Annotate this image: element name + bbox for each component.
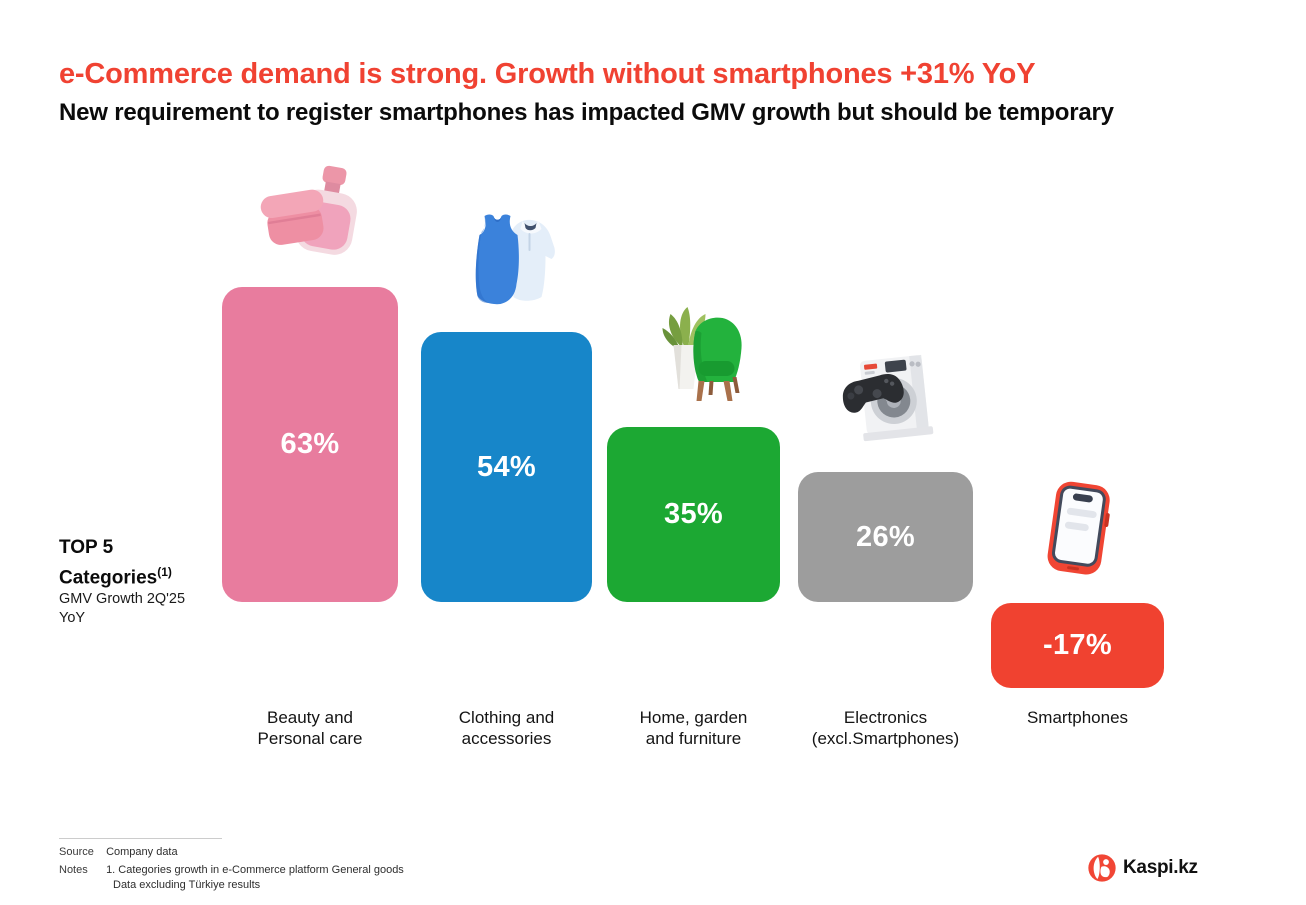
footer-divider xyxy=(59,838,222,839)
axis-subtitle-line1: GMV Growth 2Q'25 xyxy=(59,591,186,608)
bar-value-label: 35% xyxy=(664,498,723,530)
bar-home: 35% xyxy=(607,427,780,602)
bar-column-clothing: 54% Clothing and accessories xyxy=(421,0,592,905)
clothing-icon xyxy=(454,208,559,308)
bar-clothing: 54% xyxy=(421,332,592,602)
kaspi-logo: Kaspi.kz xyxy=(1088,854,1198,882)
bar-column-beauty: 63% Beauty and Personal care xyxy=(222,0,398,905)
bar-smartphones: -17% xyxy=(991,603,1164,688)
bar-electronics: 26% xyxy=(798,472,973,602)
smartphone-icon xyxy=(1025,479,1130,579)
electronics-icon xyxy=(833,348,938,448)
category-label-clothing: Clothing and accessories xyxy=(458,708,555,748)
source-row: Source Company data xyxy=(59,846,178,858)
category-label-smartphones: Smartphones xyxy=(1026,708,1129,727)
kaspi-logo-icon xyxy=(1088,854,1116,882)
note-line1: 1. Categories growth in e-Commerce platf… xyxy=(106,864,404,876)
note-line2: Data excluding Türkiye results xyxy=(113,879,261,891)
category-label-home: Home, garden and furniture xyxy=(639,708,748,748)
bar-column-electronics: 26% Electronics (excl.Smartphones) xyxy=(798,0,973,905)
cosmetics-icon xyxy=(258,163,363,263)
furniture-icon xyxy=(641,303,746,403)
bar-value-label: 63% xyxy=(280,428,340,460)
notes-row: Notes 1. Categories growth in e-Commerce… xyxy=(59,864,404,891)
category-label-electronics: Electronics (excl.Smartphones) xyxy=(811,708,960,748)
axis-title-line2: Categories(1) xyxy=(59,565,172,589)
bar-column-smartphones: -17% Smartphones xyxy=(991,0,1164,905)
bar-value-label: -17% xyxy=(1043,629,1112,661)
notes-label: Notes xyxy=(59,864,88,876)
bar-value-label: 54% xyxy=(477,450,536,483)
source-label: Source xyxy=(59,846,94,858)
axis-subtitle-line2: YoY xyxy=(59,610,86,627)
page-title: e-Commerce demand is strong. Growth with… xyxy=(59,58,1036,90)
axis-title-block: TOP 5 Categories(1) GMV Growth 2Q'25 YoY xyxy=(59,536,185,628)
axis-title-line1: TOP 5 xyxy=(59,537,114,558)
bar-value-label: 26% xyxy=(856,520,915,553)
category-label-beauty: Beauty and Personal care xyxy=(257,708,363,748)
source-value: Company data xyxy=(106,846,178,858)
footnote-marker: (1) xyxy=(157,565,172,579)
page-subtitle: New requirement to register smartphones … xyxy=(59,99,1114,126)
bar-beauty: 63% xyxy=(222,287,398,602)
kaspi-logo-text: Kaspi.kz xyxy=(1123,857,1198,878)
bar-column-home: 35% Home, garden and furniture xyxy=(607,0,780,905)
